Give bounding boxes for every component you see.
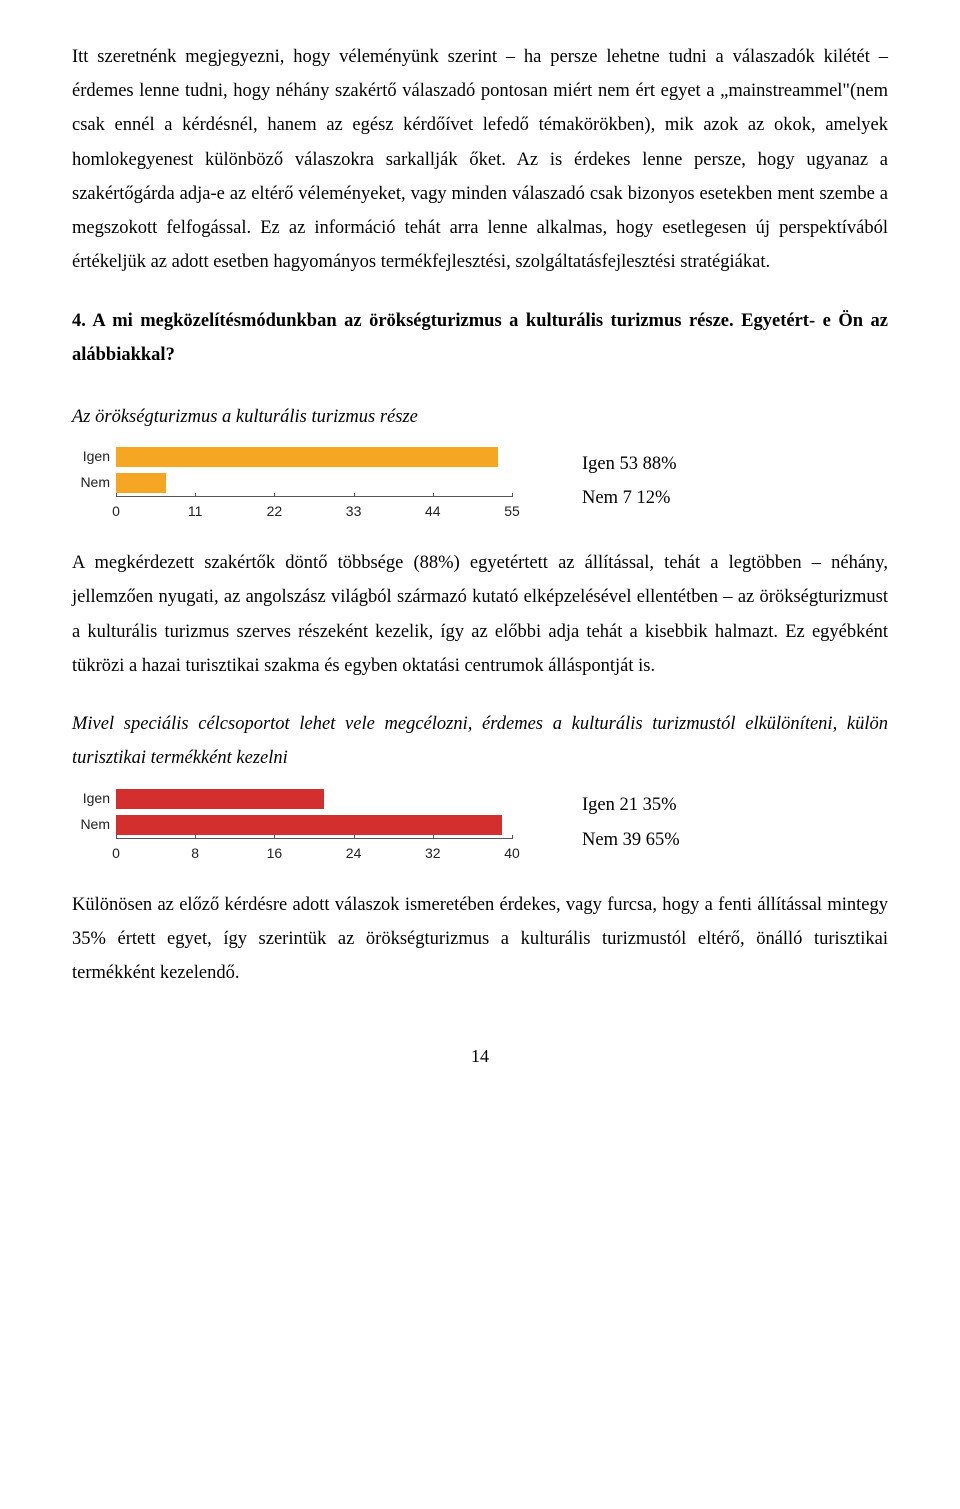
chart-2: IgenNem0816243240 <box>72 786 512 860</box>
chart-tick-label: 55 <box>504 499 520 525</box>
chart-tick-label: 32 <box>425 841 441 867</box>
chart-bar-area <box>116 815 512 835</box>
chart-tick <box>116 835 117 839</box>
chart-bar-row: Nem <box>72 812 512 838</box>
chart-tick <box>512 835 513 839</box>
chart-tick-label: 40 <box>504 841 520 867</box>
chart-1-results: Igen 53 88% Nem 7 12% <box>582 447 677 515</box>
chart-2-block: IgenNem0816243240 Igen 21 35% Nem 39 65% <box>72 786 888 860</box>
chart-1-result-nem: Nem 7 12% <box>582 481 677 515</box>
chart-tick-label: 16 <box>267 841 283 867</box>
chart-1-result-igen: Igen 53 88% <box>582 447 677 481</box>
paragraph-3: Különösen az előző kérdésre adott válasz… <box>72 888 888 991</box>
paragraph-2: A megkérdezett szakértők döntő többsége … <box>72 546 888 683</box>
chart-tick-label: 11 <box>188 499 203 525</box>
chart-bar-area <box>116 447 512 467</box>
intro-paragraph: Itt szeretnénk megjegyezni, hogy vélemén… <box>72 40 888 280</box>
page-number: 14 <box>72 1040 888 1073</box>
chart-tick-label: 0 <box>112 499 120 525</box>
chart-bar <box>116 815 502 835</box>
chart-bar-row: Igen <box>72 444 512 470</box>
chart-x-axis: 0816243240 <box>116 838 512 860</box>
chart-category-label: Nem <box>72 812 116 838</box>
chart-category-label: Nem <box>72 470 116 496</box>
subquestion-1: Az örökségturizmus a kulturális turizmus… <box>72 400 888 434</box>
chart-tick-label: 8 <box>191 841 199 867</box>
chart-x-axis: 01122334455 <box>116 496 512 518</box>
chart-tick <box>195 493 196 497</box>
chart-bar-row: Igen <box>72 786 512 812</box>
chart-tick-label: 24 <box>346 841 362 867</box>
chart-tick <box>512 493 513 497</box>
chart-bar-row: Nem <box>72 470 512 496</box>
chart-tick-label: 33 <box>346 499 362 525</box>
chart-2-results: Igen 21 35% Nem 39 65% <box>582 788 680 856</box>
chart-bar-area <box>116 789 512 809</box>
chart-bar-area <box>116 473 512 493</box>
chart-tick <box>433 835 434 839</box>
chart-category-label: Igen <box>72 786 116 812</box>
chart-tick-label: 44 <box>425 499 441 525</box>
chart-bar <box>116 789 324 809</box>
chart-bar <box>116 447 498 467</box>
subquestion-2: Mivel speciális célcsoportot lehet vele … <box>72 707 888 775</box>
chart-tick <box>274 835 275 839</box>
chart-1-block: IgenNem01122334455 Igen 53 88% Nem 7 12% <box>72 444 888 518</box>
chart-category-label: Igen <box>72 444 116 470</box>
chart-tick <box>354 835 355 839</box>
chart-tick-label: 0 <box>112 841 120 867</box>
chart-tick <box>274 493 275 497</box>
chart-bar <box>116 473 166 493</box>
chart-tick-label: 22 <box>267 499 283 525</box>
chart-tick <box>195 835 196 839</box>
chart-tick <box>354 493 355 497</box>
question-4-heading: 4. A mi megközelítésmódunkban az örökség… <box>72 304 888 372</box>
chart-1: IgenNem01122334455 <box>72 444 512 518</box>
chart-tick <box>116 493 117 497</box>
chart-2-result-nem: Nem 39 65% <box>582 823 680 857</box>
chart-2-result-igen: Igen 21 35% <box>582 788 680 822</box>
chart-tick <box>433 493 434 497</box>
